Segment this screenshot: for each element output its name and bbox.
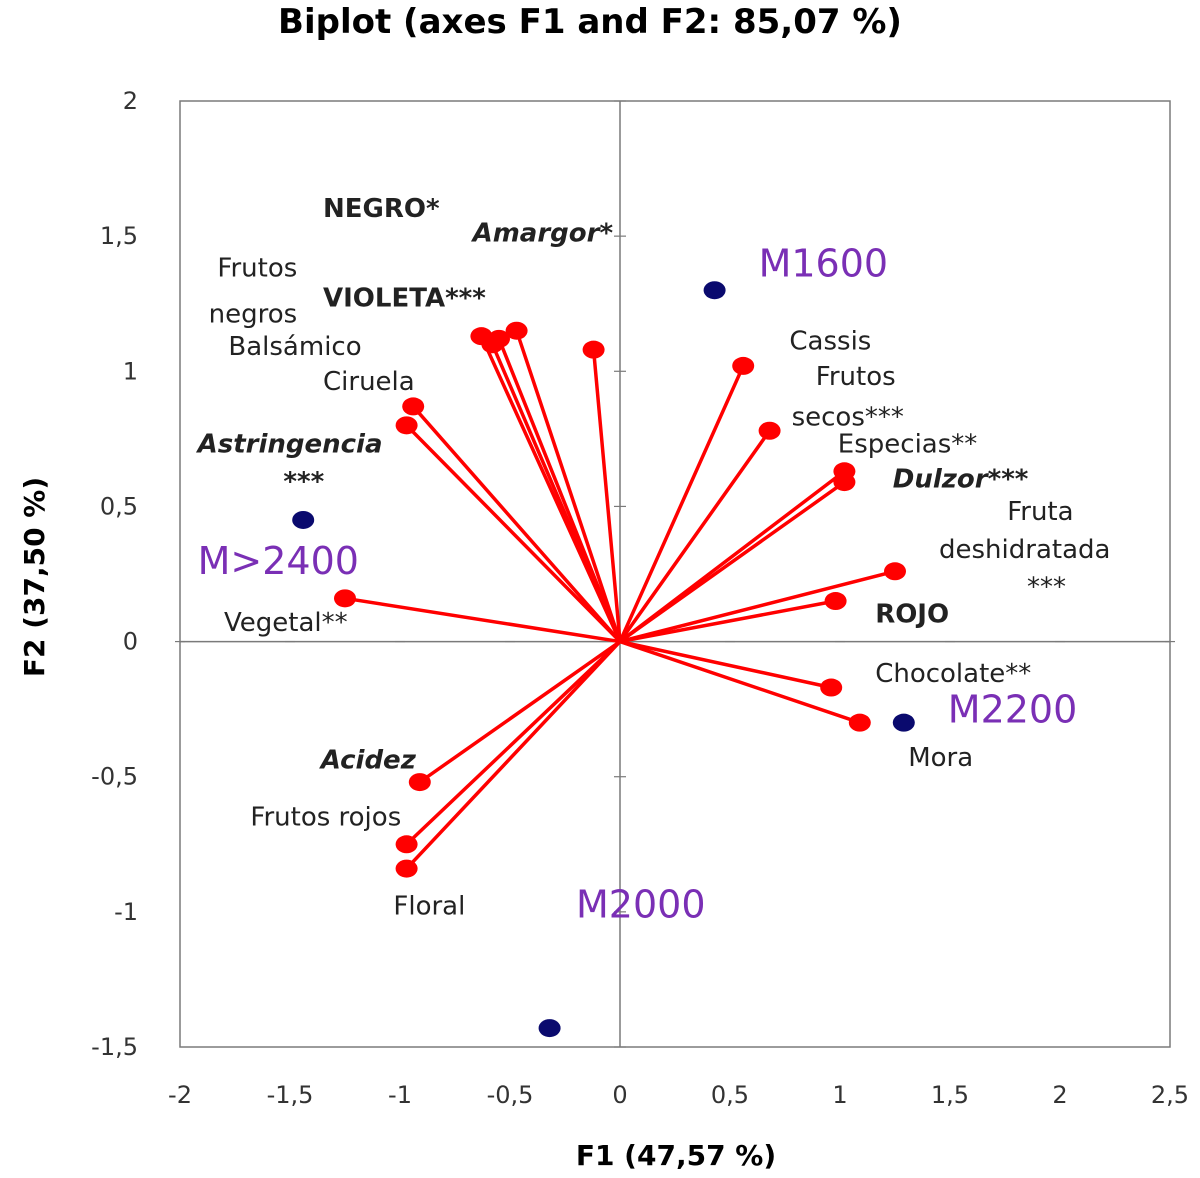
observation-point [292, 510, 315, 529]
variable-label: deshidratada [939, 535, 1110, 565]
variable-label: Dulzor*** [893, 465, 1029, 495]
variable-label: NEGRO* [323, 194, 440, 224]
variable-vector [404, 639, 622, 847]
observation-points: M1600 M>2400 M2200 M2000 [198, 242, 1078, 1038]
variable-label: Vegetal** [224, 608, 348, 638]
x-tick-label: -0,5 [487, 1081, 534, 1109]
variable-label: Acidez [319, 746, 417, 776]
observation-label: M1600 [759, 242, 889, 286]
variable-vector [618, 364, 745, 644]
variable-point [395, 835, 418, 854]
variable-vector [618, 639, 833, 690]
variable-point [758, 421, 781, 440]
plot-area [179, 100, 1171, 1048]
variable-label: Fruta [1007, 497, 1073, 527]
x-tick-label: 0,5 [711, 1081, 749, 1109]
y-axis-ticks: -1,5 -1 -0,5 0 0,5 1 1,5 2 [91, 87, 626, 1061]
variable-labels: NEGRO* Amargor* Frutos VIOLETA*** negrosBals… [196, 194, 1111, 921]
variable-vector [591, 347, 622, 644]
variable-vector [618, 428, 772, 644]
variable-vector [404, 639, 622, 871]
observation-label: M2000 [576, 882, 706, 926]
x-tick-label: 0 [612, 1081, 627, 1109]
observation-point [538, 1019, 561, 1038]
x-tick-label: -2 [168, 1081, 192, 1109]
y-tick-label: -0,5 [91, 763, 138, 791]
variable-label: *** [1027, 573, 1066, 603]
variable-point [884, 562, 906, 581]
x-tick-label: 2,5 [1151, 1081, 1189, 1109]
variable-point [395, 416, 418, 435]
y-tick-label: -1 [114, 898, 138, 926]
y-tick-label: 1 [123, 357, 138, 385]
variable-point [848, 713, 871, 732]
variable-vector [618, 639, 862, 725]
variable-point [820, 678, 843, 697]
variable-vector [618, 480, 847, 644]
variable-point [395, 859, 418, 878]
y-tick-label: 0 [123, 628, 138, 656]
plot-frame [179, 100, 1171, 1048]
variable-point [824, 592, 847, 611]
x-tick-label: 2 [1052, 1081, 1067, 1109]
x-axis-title: F1 (47,57 %) [576, 1139, 776, 1172]
variable-vector [404, 423, 622, 644]
variable-label: Cassis [789, 327, 871, 357]
variable-point [402, 397, 425, 416]
variable-point [732, 356, 755, 375]
variable-vector [479, 334, 622, 644]
observation-point [703, 281, 726, 300]
variable-label: Amargor* [471, 219, 614, 249]
variable-label: secos*** [792, 402, 904, 432]
variable-label: Astringencia [196, 429, 383, 459]
variable-label: Frutos [217, 254, 297, 284]
variable-point [470, 327, 493, 346]
variable-label: Balsámico [228, 332, 361, 362]
variable-label: Mora [908, 743, 973, 773]
variable-label: negros [209, 300, 298, 330]
variable-label: Especias** [838, 429, 977, 459]
y-tick-label: 2 [123, 87, 138, 115]
x-tick-label: 1 [832, 1081, 847, 1109]
chart-title: Biplot (axes F1 and F2: 85,07 %) [278, 2, 902, 42]
variable-label: Chocolate** [875, 659, 1031, 689]
variable-vectors [334, 321, 906, 878]
variable-label: Ciruela [323, 367, 415, 397]
y-axis-title: F2 (37,50 %) [18, 477, 51, 677]
variable-label: ROJO [875, 600, 949, 630]
y-tick-label: 0,5 [100, 492, 138, 520]
variable-point [582, 340, 605, 359]
x-axis-ticks: -2 -1,5 -1 -0,5 0 0,5 1 1,5 2 2,5 [168, 640, 1189, 1109]
x-tick-label: -1 [388, 1081, 412, 1109]
y-tick-label: -1,5 [91, 1033, 138, 1061]
variable-point [408, 773, 431, 792]
y-tick-label: 1,5 [100, 222, 138, 250]
variable-vector [618, 569, 897, 644]
variable-vector [418, 639, 622, 784]
variable-vector [618, 599, 838, 644]
variable-vector [343, 596, 622, 644]
variable-label: Frutos rojos [250, 802, 401, 832]
variable-label: Frutos [816, 362, 896, 392]
observation-label: M2200 [948, 688, 1078, 732]
variable-vector [411, 404, 622, 644]
variable-label: *** [283, 467, 324, 497]
observation-label: M>2400 [198, 539, 359, 583]
variable-label: Floral [393, 892, 465, 922]
x-tick-label: 1,5 [931, 1081, 969, 1109]
variable-point [334, 589, 356, 608]
variable-point [505, 321, 528, 340]
x-tick-label: -1,5 [267, 1081, 314, 1109]
observation-point [892, 713, 915, 732]
variable-point [833, 473, 856, 492]
variable-vector [514, 328, 622, 644]
variable-label: VIOLETA*** [323, 283, 486, 313]
